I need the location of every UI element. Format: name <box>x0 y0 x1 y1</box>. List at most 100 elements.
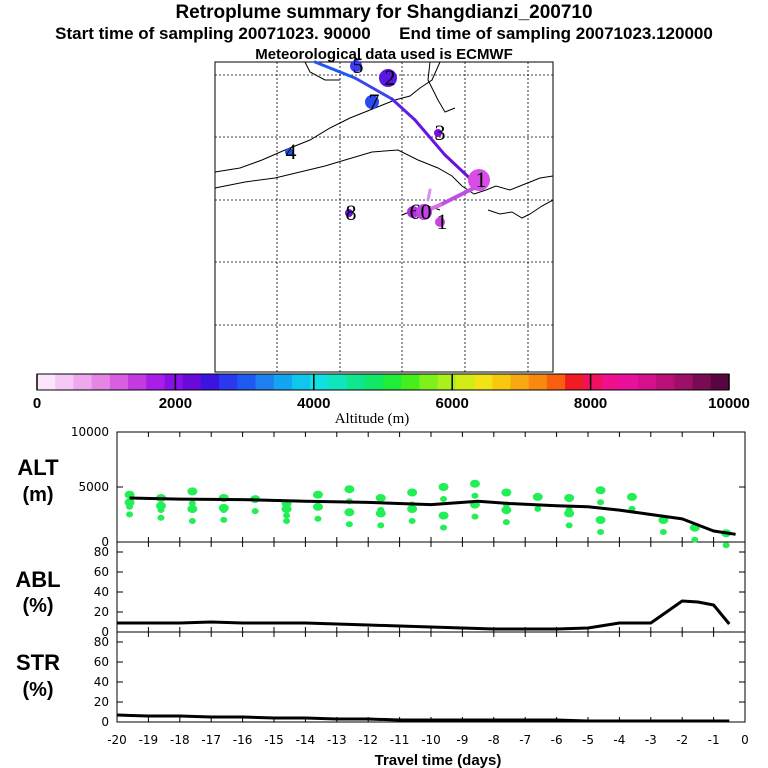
time-series-panels: ALT (m) ABL (%) STR (%) 1000050000806040… <box>15 425 748 768</box>
colorbar-cell <box>255 374 275 390</box>
y-tick-label: 20 <box>94 695 109 709</box>
alt-title: ALT <box>17 455 59 480</box>
alt-particle <box>187 505 198 513</box>
alt-particle <box>469 479 480 488</box>
str-frame <box>116 631 746 723</box>
alt-particle <box>157 514 165 521</box>
alt-series-line <box>129 496 736 536</box>
alt-particle <box>124 498 135 507</box>
alt-unit: (m) <box>22 484 53 506</box>
alt-particle <box>501 506 512 515</box>
colorbar-cell <box>200 374 220 390</box>
alt-particle <box>251 508 259 515</box>
colorbar-cell <box>237 374 256 390</box>
x-tick-label: -6 <box>551 733 563 747</box>
colorbar-tick-label: 10000 <box>708 395 750 412</box>
x-tick-label: -4 <box>613 733 625 747</box>
colorbar-cell <box>346 374 366 390</box>
map-marker-label: 7 <box>369 89 380 114</box>
y-tick-label: 20 <box>94 605 109 619</box>
y-tick-label: 80 <box>94 545 109 559</box>
colorbar-cell <box>583 374 602 390</box>
x-tick-label: -3 <box>645 733 657 747</box>
alt-particle <box>471 492 479 499</box>
start-time: Start time of sampling 20071023. 90000 <box>55 24 371 43</box>
colorbar-cell <box>565 374 584 390</box>
alt-particle <box>438 511 449 520</box>
colorbar-cell <box>164 374 184 390</box>
colorbar-cell <box>710 374 730 390</box>
alt-particle <box>314 515 322 522</box>
colorbar-cell <box>637 374 657 390</box>
colorbar-cell <box>91 374 111 390</box>
colorbar-tick-label: 8000 <box>574 395 607 412</box>
y-tick-label: 10000 <box>71 425 109 439</box>
coastlines <box>214 61 554 219</box>
alt-particle <box>501 488 512 497</box>
x-axis-label: Travel time (days) <box>375 752 502 768</box>
x-tick-label: -18 <box>170 733 190 747</box>
colorbar-cells <box>37 374 730 390</box>
colorbar-cell <box>146 374 165 390</box>
alt-particle <box>595 486 606 495</box>
map-marker <box>416 204 432 220</box>
alt-particle <box>344 485 355 494</box>
abl-unit: (%) <box>22 595 53 617</box>
alt-particle <box>564 494 575 502</box>
y-tick-label: 40 <box>94 585 109 599</box>
str-title: STR <box>16 650 60 675</box>
alt-particle <box>281 505 292 513</box>
colorbar-cell <box>656 374 675 390</box>
end-time: End time of sampling 20071023.120000 <box>399 24 713 43</box>
alt-particle <box>597 499 605 506</box>
colorbar-cell <box>510 374 530 390</box>
x-tick-label: -11 <box>390 733 410 747</box>
alt-frame <box>116 431 746 543</box>
alt-particle <box>532 492 543 501</box>
abl-title: ABL <box>15 567 60 592</box>
alt-particle <box>377 522 385 529</box>
alt-particle <box>126 511 134 518</box>
x-tick-label: -20 <box>107 733 127 747</box>
colorbar-cell <box>619 374 639 390</box>
colorbar-cell <box>674 374 693 390</box>
str-series-line <box>116 713 730 723</box>
alt-particle <box>595 516 606 524</box>
colorbar-cell <box>383 374 402 390</box>
colorbar-tick-label: 6000 <box>436 395 469 412</box>
map-grid <box>215 62 553 372</box>
alt-particle <box>155 501 166 510</box>
x-tick-label: -15 <box>264 733 284 747</box>
alt-particle <box>565 522 573 529</box>
y-tick-label: 5000 <box>78 480 109 494</box>
abl-series-line <box>117 599 731 631</box>
colorbar-cell <box>546 374 566 390</box>
alt-particle <box>408 518 416 524</box>
panel-lines <box>116 496 736 723</box>
trajectory <box>313 60 480 212</box>
map-marker <box>434 129 442 137</box>
x-tick-label: -12 <box>358 733 378 747</box>
map-marker <box>379 69 397 87</box>
alt-particle <box>375 509 386 518</box>
alt-particle <box>218 503 229 512</box>
alt-particle <box>659 529 667 535</box>
alt-particle <box>534 505 542 512</box>
colorbar-cell <box>55 374 74 390</box>
alt-particle <box>722 542 730 549</box>
map-marker-label: 1 <box>476 167 487 192</box>
colorbar-cell <box>492 374 511 390</box>
str-unit: (%) <box>22 679 53 701</box>
x-tick-label: -8 <box>488 733 500 747</box>
colorbar-cell <box>474 374 493 390</box>
x-tick-label: -7 <box>519 733 531 747</box>
colorbar-cell <box>601 374 621 390</box>
map-marker <box>468 169 490 191</box>
alt-particle <box>312 502 323 511</box>
colorbar-cell <box>528 374 548 390</box>
colorbar: 0 2000 4000 6000 8000 10000 Altitude (m) <box>33 373 750 427</box>
colorbar-label: Altitude (m) <box>335 411 410 427</box>
map-marker-label: 2 <box>385 65 396 90</box>
